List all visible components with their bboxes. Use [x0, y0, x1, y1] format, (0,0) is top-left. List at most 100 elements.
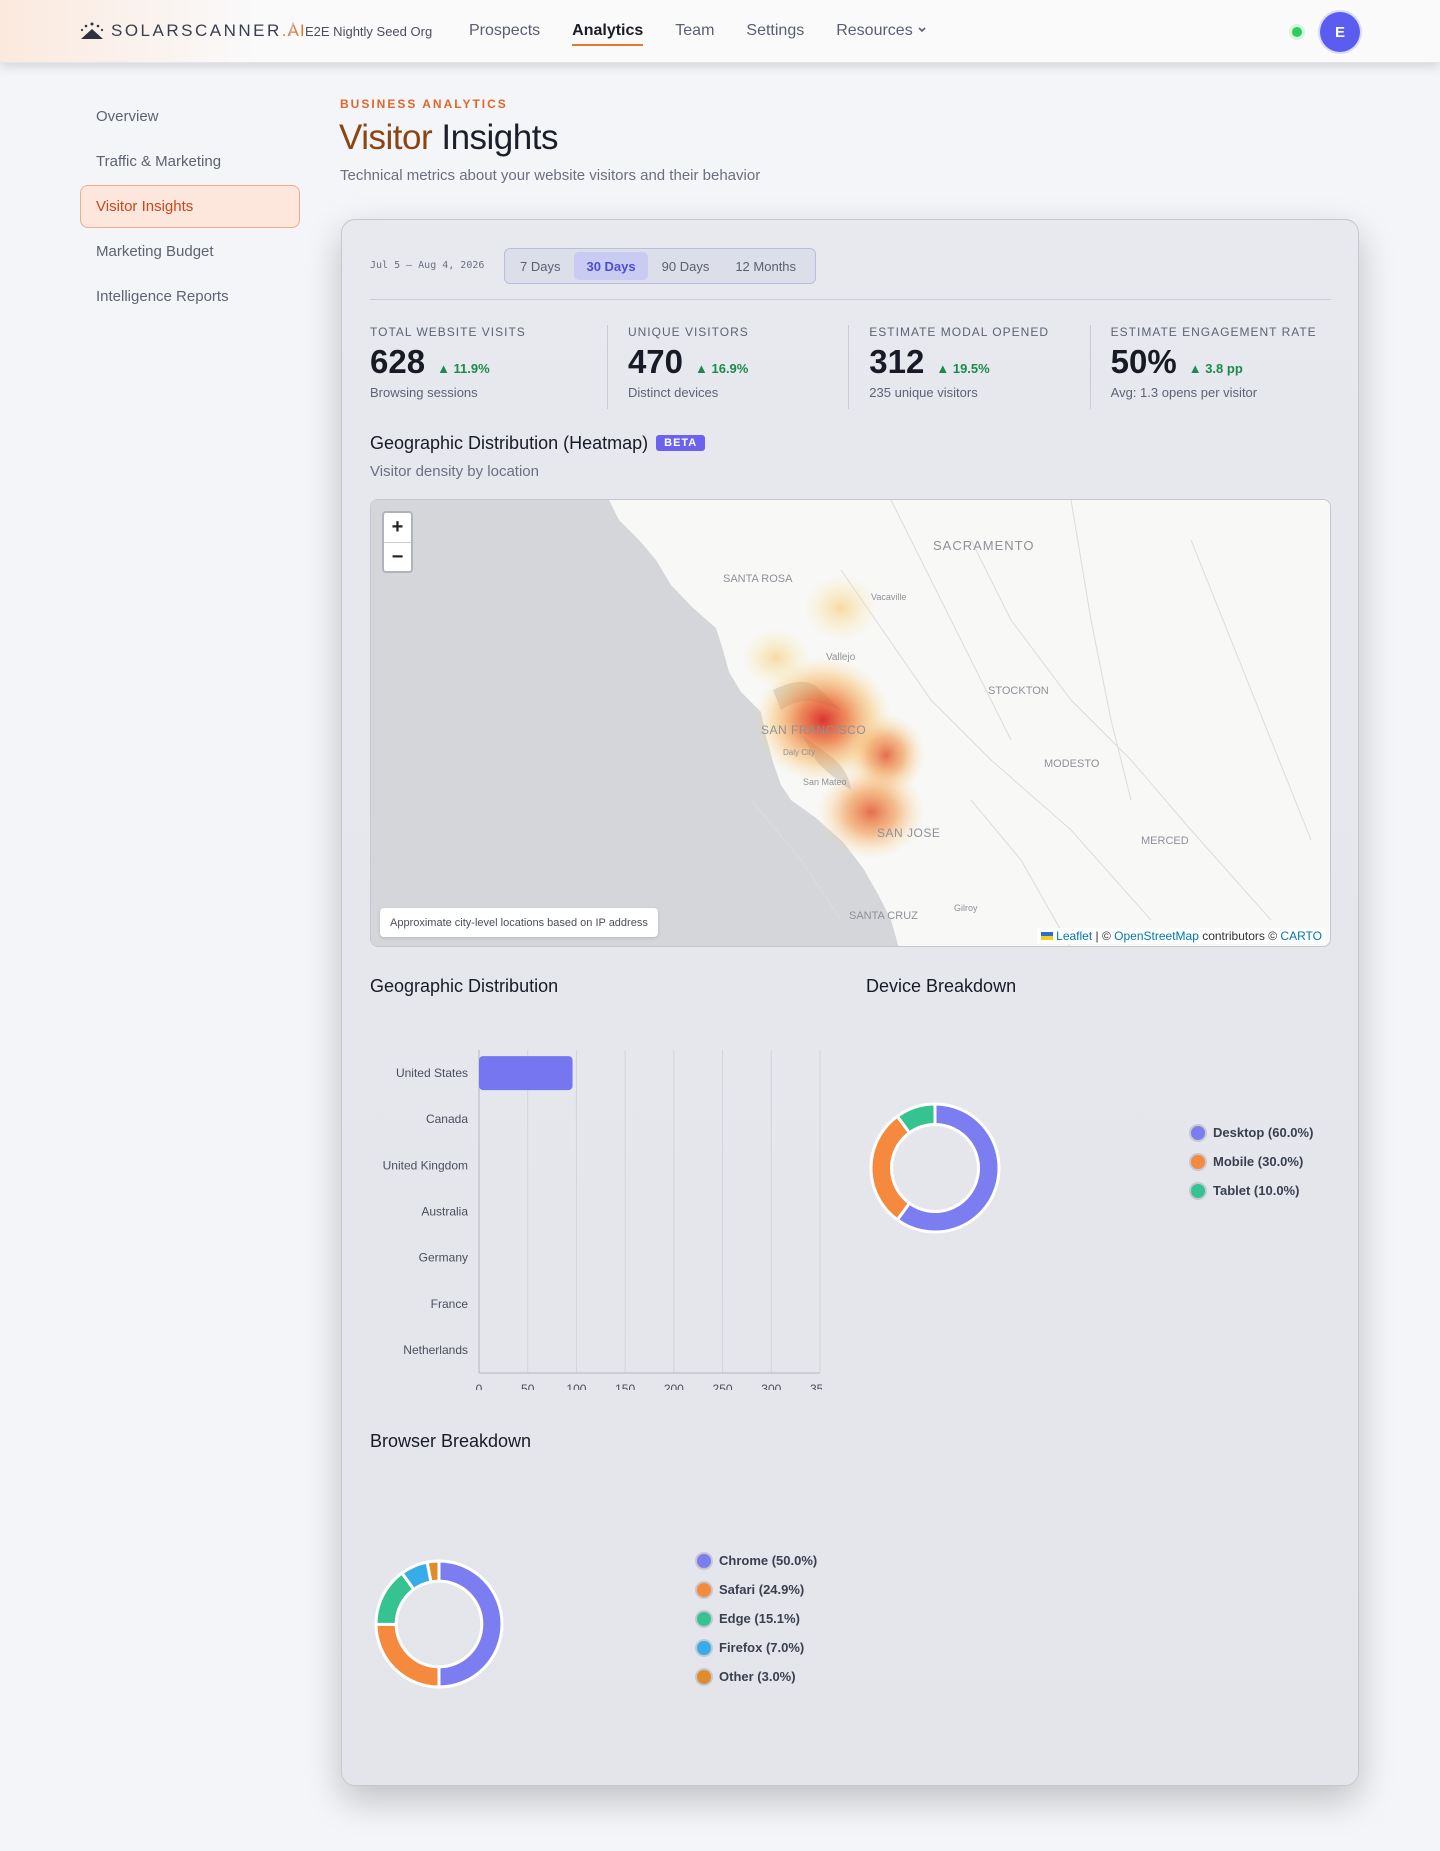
- tab-30-days[interactable]: 30 Days: [574, 252, 648, 280]
- main-nav: Prospects Analytics Team Settings Resour…: [469, 22, 927, 46]
- legend-swatch: [1189, 1123, 1207, 1142]
- map-label-merced: MERCED: [1141, 835, 1189, 847]
- kpi-total-visits: TOTAL WEBSITE VISITS 628 ▲ 11.9% Browsing…: [370, 325, 607, 409]
- kpi-row: TOTAL WEBSITE VISITS 628 ▲ 11.9% Browsing…: [370, 325, 1331, 409]
- online-status-indicator: [1292, 27, 1302, 37]
- slice-other[interactable]: [425, 1559, 441, 1584]
- x-tick-label: 0: [476, 1382, 483, 1390]
- kpi-label: TOTAL WEBSITE VISITS: [370, 325, 526, 339]
- openstreetmap-link[interactable]: OpenStreetMap: [1114, 929, 1199, 943]
- map-label-san-mateo: San Mateo: [803, 777, 847, 787]
- legend-swatch: [695, 1551, 713, 1570]
- legend-swatch: [695, 1667, 713, 1686]
- tab-7-days[interactable]: 7 Days: [520, 258, 561, 274]
- leaflet-link[interactable]: Leaflet: [1056, 929, 1093, 943]
- legend-label: Desktop (60.0%): [1213, 1125, 1314, 1140]
- page-subtitle: Technical metrics about your website vis…: [340, 167, 761, 184]
- map-road: [1070, 500, 1132, 801]
- page-title-word2: Insights: [441, 118, 558, 157]
- kpi-engagement-rate: ESTIMATE ENGAGEMENT RATE 50% ▲ 3.8 pp Avg…: [1089, 325, 1331, 409]
- y-category-label: Canada: [426, 1112, 468, 1126]
- sidebar-item-traffic-marketing[interactable]: Traffic & Marketing: [96, 153, 222, 170]
- sidebar-item-overview[interactable]: Overview: [96, 108, 159, 125]
- divider: [370, 299, 1331, 300]
- organization-name[interactable]: E2E Nightly Seed Org: [305, 24, 433, 39]
- map-road: [750, 799, 842, 921]
- legend-item-tablet[interactable]: Tablet (10.0%): [1189, 1176, 1313, 1205]
- legend-item-chrome[interactable]: Chrome (50.0%): [695, 1546, 817, 1575]
- kpi-value: 50%: [1110, 343, 1177, 380]
- legend-swatch: [695, 1580, 713, 1599]
- sun-logo-icon: [80, 22, 104, 39]
- map-road: [1190, 539, 1312, 841]
- legend-item-safari[interactable]: Safari (24.9%): [695, 1575, 817, 1604]
- nav-resources[interactable]: Resources: [836, 22, 927, 40]
- breadcrumb-separator: /: [289, 20, 295, 40]
- map-ocean: [371, 500, 899, 946]
- zoom-out-button[interactable]: −: [384, 542, 411, 571]
- sidebar-item-visitor-insights[interactable]: Visitor Insights: [80, 185, 300, 228]
- kpi-delta: ▲ 11.9%: [437, 361, 490, 376]
- map-location-note: Approximate city-level locations based o…: [380, 908, 658, 937]
- legend-item-mobile[interactable]: Mobile (30.0%): [1189, 1147, 1313, 1176]
- map-label-san-francisco: SAN FRANCISCO: [761, 723, 866, 737]
- slice-safari[interactable]: [374, 1622, 441, 1689]
- kpi-label: ESTIMATE MODAL OPENED: [869, 325, 1049, 339]
- map-label-santa-cruz: SANTA CRUZ: [849, 910, 918, 922]
- x-tick-label: 200: [664, 1382, 684, 1390]
- kpi-unique-visitors: UNIQUE VISITORS 470 ▲ 16.9% Distinct devi…: [606, 325, 848, 409]
- user-avatar[interactable]: E: [1320, 12, 1360, 52]
- legend-item-firefox[interactable]: Firefox (7.0%): [695, 1633, 817, 1662]
- tab-90-days[interactable]: 90 Days: [661, 258, 710, 274]
- nav-analytics[interactable]: Analytics: [572, 22, 644, 46]
- page-eyebrow: BUSINESS ANALYTICS: [340, 97, 508, 111]
- tab-12-months[interactable]: 12 Months: [735, 258, 797, 274]
- ukraine-flag-icon: [1041, 932, 1054, 940]
- kpi-label: ESTIMATE ENGAGEMENT RATE: [1110, 325, 1317, 339]
- map-label-santa-rosa: SANTA ROSA: [723, 573, 793, 585]
- analytics-sidebar: Overview Traffic & Marketing Visitor Ins…: [80, 95, 300, 320]
- map-label-stockton: STOCKTON: [988, 685, 1049, 697]
- legend-item-edge[interactable]: Edge (15.1%): [695, 1604, 817, 1633]
- y-category-label: United Kingdom: [383, 1158, 468, 1172]
- top-navigation-bar: SOLARSCANNER.AI / E2E Nightly Seed Org P…: [0, 0, 1440, 63]
- nav-settings[interactable]: Settings: [746, 22, 805, 39]
- legend-item-other[interactable]: Other (3.0%): [695, 1662, 817, 1691]
- slice-mobile[interactable]: [869, 1114, 912, 1222]
- slice-desktop[interactable]: [895, 1102, 1001, 1234]
- kpi-delta: ▲ 16.9%: [695, 361, 749, 376]
- map-road: [970, 539, 1272, 921]
- x-tick-label: 350: [810, 1382, 822, 1390]
- logo[interactable]: SOLARSCANNER.AI: [79, 21, 306, 41]
- zoom-in-button[interactable]: +: [391, 516, 404, 538]
- sidebar-item-marketing-budget[interactable]: Marketing Budget: [96, 243, 214, 260]
- slice-chrome[interactable]: [437, 1559, 504, 1689]
- legend-item-desktop[interactable]: Desktop (60.0%): [1189, 1118, 1313, 1147]
- bar-united-states[interactable]: [479, 1056, 573, 1091]
- heatmap-blob: [803, 574, 879, 642]
- nav-resources-label: Resources: [836, 22, 913, 39]
- carto-link[interactable]: CARTO: [1280, 929, 1322, 943]
- nav-prospects[interactable]: Prospects: [469, 22, 541, 39]
- legend-label: Edge (15.1%): [719, 1611, 800, 1626]
- period-tabs: 7 Days 30 Days 90 Days 12 Months: [504, 248, 816, 284]
- map-roads: [750, 500, 1312, 946]
- sidebar-item-intelligence-reports[interactable]: Intelligence Reports: [96, 288, 229, 305]
- browser-donut-chart: [374, 1559, 504, 1689]
- page-title: Visitor Insights: [339, 118, 558, 158]
- kpi-sub: Avg: 1.3 opens per visitor: [1110, 385, 1258, 400]
- y-category-label: France: [431, 1297, 469, 1311]
- device-chart-title: Device Breakdown: [866, 976, 1017, 996]
- x-tick-label: 300: [761, 1382, 781, 1390]
- map-canvas[interactable]: SACRAMENTO SANTA ROSA Vacaville Vallejo …: [371, 500, 1331, 947]
- nav-team[interactable]: Team: [675, 22, 715, 39]
- x-tick-label: 100: [566, 1382, 586, 1390]
- geo-bar-chart: 0 50 100 150 200 250 300 350 United States Canada…: [383, 1050, 822, 1390]
- device-donut-chart: [869, 1102, 1001, 1234]
- legend-label: Chrome (50.0%): [719, 1553, 818, 1568]
- slice-tablet[interactable]: [895, 1102, 937, 1135]
- heatmap-map[interactable]: SACRAMENTO SANTA ROSA Vacaville Vallejo …: [370, 499, 1331, 947]
- map-label-vacaville: Vacaville: [871, 592, 906, 602]
- legend-swatch: [1189, 1152, 1207, 1171]
- map-label-gilroy: Gilroy: [954, 903, 978, 913]
